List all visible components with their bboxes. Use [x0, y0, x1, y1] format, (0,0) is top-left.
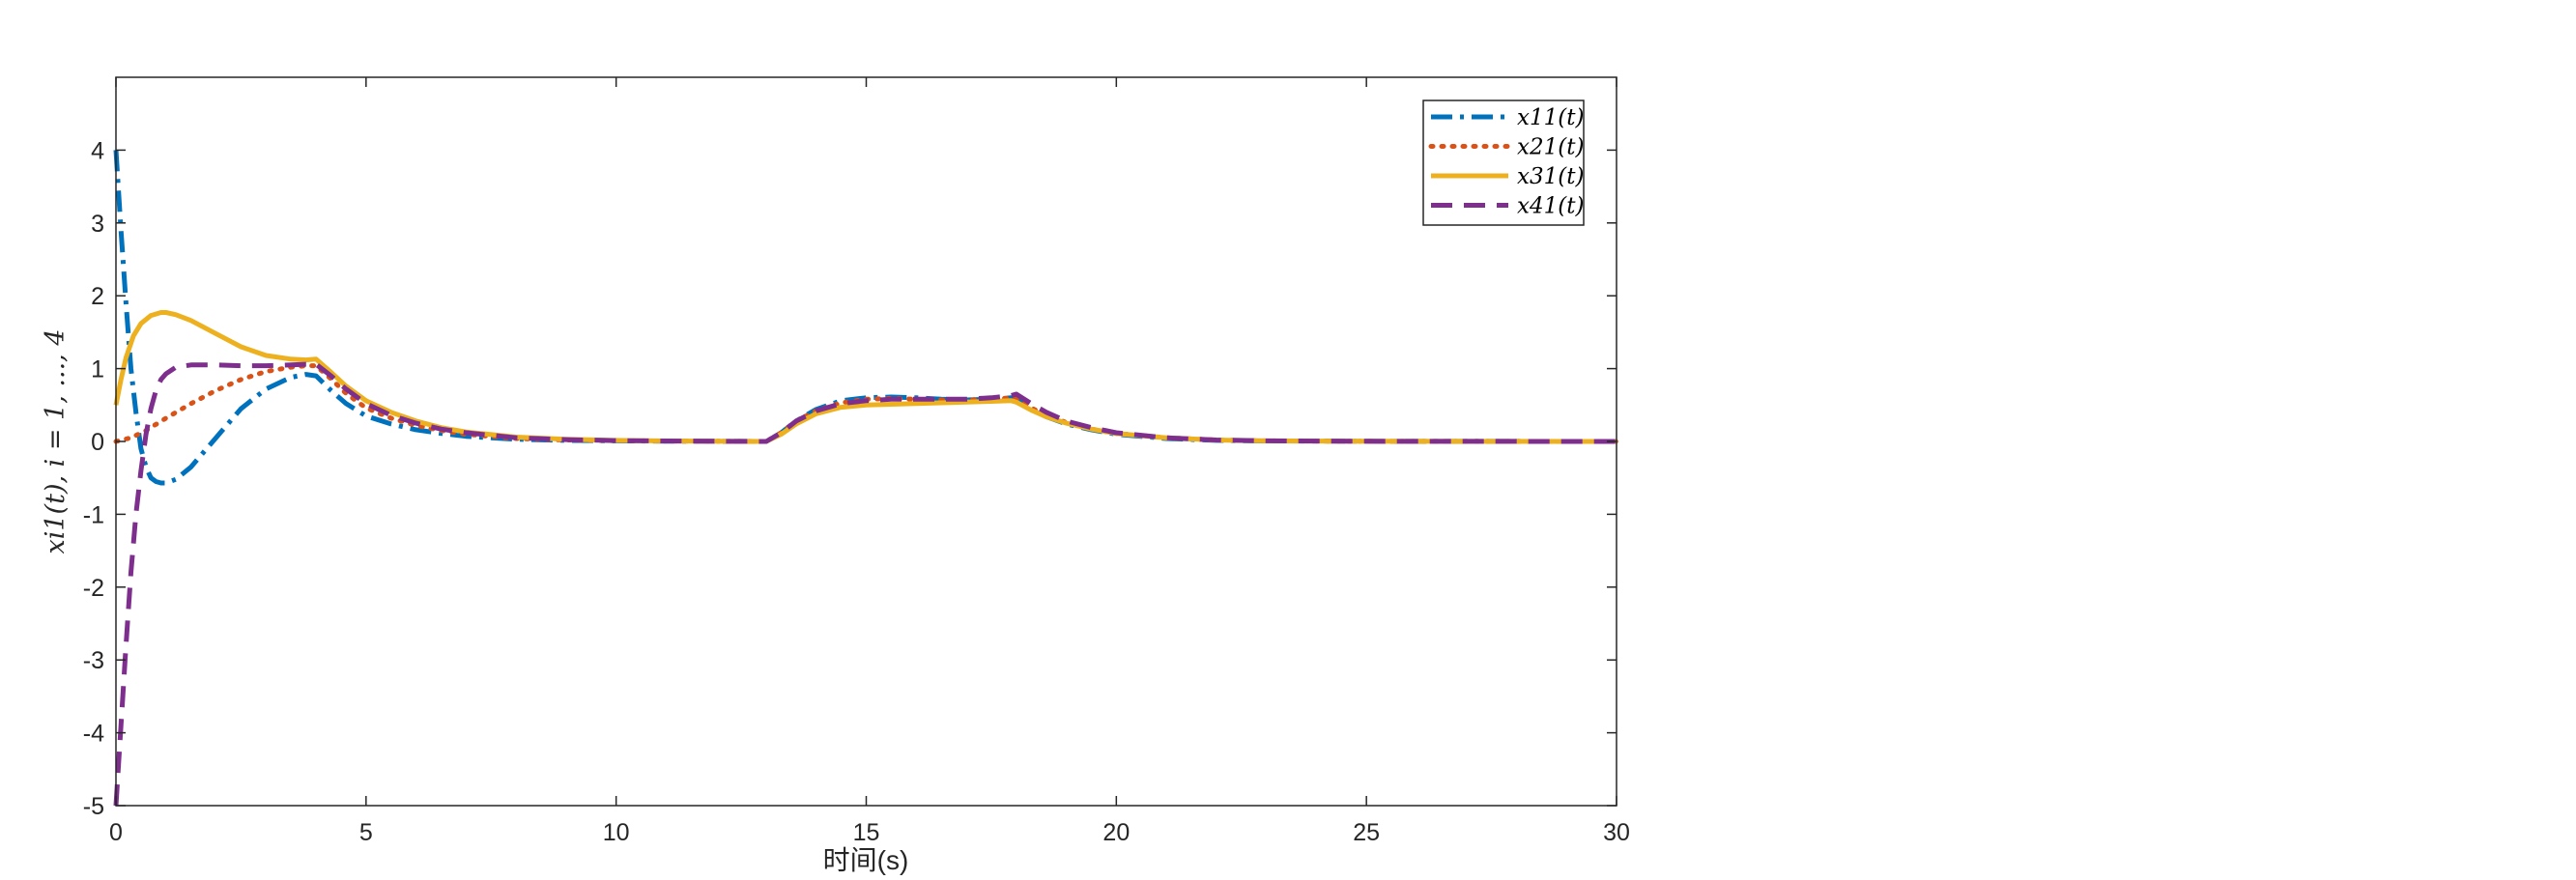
legend-label-3: x31(t) [1517, 164, 1584, 189]
x-tick-label: 0 [109, 819, 123, 846]
y-tick-label: -4 [83, 721, 104, 748]
x-tick-label: 10 [603, 819, 630, 846]
x-tick-label: 5 [359, 819, 373, 846]
axis-ticks [115, 77, 1617, 807]
y-axis-label: xi1(t), i = 1, ..., 4 [41, 329, 71, 554]
x-tick-label: 15 [853, 819, 880, 846]
legend-label-2: x21(t) [1517, 135, 1584, 160]
x-tick-label: 30 [1603, 819, 1630, 846]
x-tick-label: 25 [1353, 819, 1380, 846]
y-tick-label: -3 [83, 647, 104, 674]
series-line-4 [113, 361, 1617, 807]
legend-label-1: x11(t) [1517, 105, 1584, 130]
y-tick-label: -1 [83, 501, 104, 528]
y-tick-label: 0 [91, 429, 104, 456]
x-axis-label: 时间(s) [823, 845, 909, 875]
y-tick-label: -2 [83, 575, 104, 602]
series-lines [113, 150, 1619, 807]
x-tick-label: 20 [1102, 819, 1130, 846]
y-tick-label: 1 [91, 356, 104, 383]
y-tick-label: 4 [91, 137, 104, 164]
legend: x11(t) x21(t) x31(t) x41(t) [1422, 99, 1585, 226]
y-tick-label: 3 [91, 211, 104, 238]
y-tick-label: 2 [91, 283, 104, 310]
y-tick-label: -5 [83, 793, 104, 820]
legend-label-4: x41(t) [1517, 194, 1584, 219]
